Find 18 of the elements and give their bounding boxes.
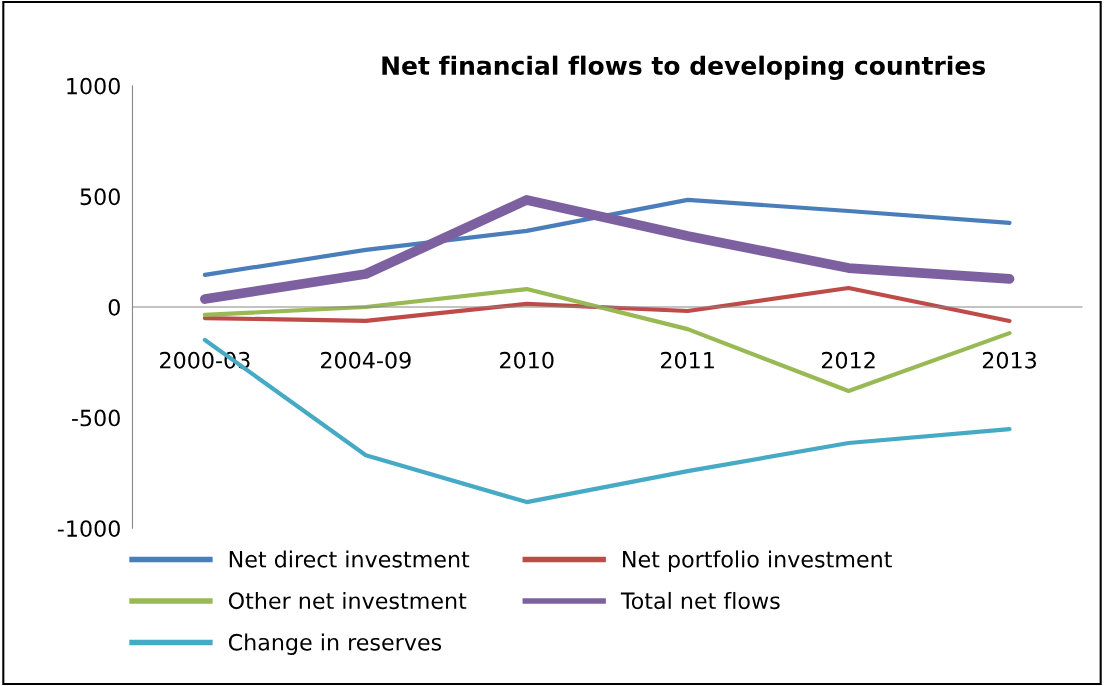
line-series: [202, 197, 1012, 277]
x-tick-label: 2012: [821, 351, 875, 369]
y-tick-label: -1000: [57, 520, 120, 537]
legend-label: Total net flows: [620, 591, 780, 610]
legend-label: Change in reserves: [228, 633, 442, 655]
x-tick-label: 2004-09: [321, 351, 411, 369]
y-tick-label: 1000: [67, 77, 120, 95]
x-tick-label: 2010: [500, 351, 554, 369]
line-series: [202, 285, 1012, 324]
y-tick-label: 500: [80, 188, 120, 206]
x-tick-label: 2011: [661, 351, 714, 369]
legend-label: Net direct investment: [229, 550, 470, 568]
chart-title: Net financial flows to developing countries: [382, 55, 986, 81]
x-tick-label: 2013: [982, 351, 1036, 369]
legend-label: Net portfolio investment: [623, 550, 892, 572]
y-tick-label: -500: [72, 409, 120, 427]
y-tick-label: 0: [108, 298, 120, 316]
legend-label: Other net investment: [228, 591, 467, 610]
